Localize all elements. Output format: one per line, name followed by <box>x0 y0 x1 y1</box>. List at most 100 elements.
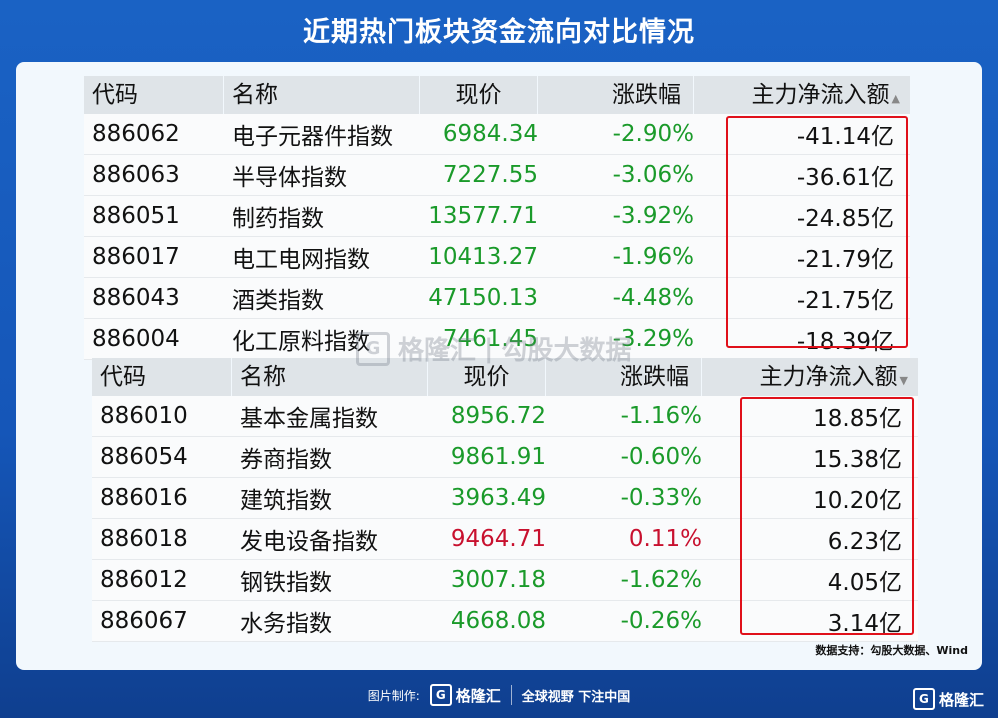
row-code: 886018 <box>100 526 188 552</box>
header-code[interactable]: 代码 <box>92 358 232 396</box>
logo-g-icon: G <box>429 684 452 706</box>
table-row[interactable]: 886054 券商指数 9861.91 -0.60% 15.38亿 <box>92 437 918 478</box>
sort-desc-icon: ▼ <box>899 374 908 387</box>
watermark-logo-icon: G <box>356 331 390 366</box>
row-price: 4668.08 <box>450 608 546 634</box>
row-code: 886004 <box>92 326 180 352</box>
row-code: 886067 <box>100 608 188 634</box>
row-name: 电子元器件指数 <box>232 124 393 150</box>
row-code: 886062 <box>92 121 180 147</box>
header-code[interactable]: 代码 <box>84 76 224 114</box>
row-name: 酒类指数 <box>232 288 324 314</box>
row-name: 发电设备指数 <box>240 529 378 555</box>
row-flow: -41.14亿 <box>796 124 894 150</box>
table-header: 代码 名称 现价 涨跌幅 主力净流入额 ▼ <box>92 358 918 396</box>
content-panel: 代码 名称 现价 涨跌幅 主力净流入额 ▲ 886062 电子元器件指数 6984.3… <box>16 62 982 670</box>
header-price[interactable]: 现价 <box>420 76 538 114</box>
row-price: 3963.49 <box>450 485 546 511</box>
row-name: 半导体指数 <box>232 165 347 191</box>
row-name: 建筑指数 <box>240 488 332 514</box>
row-flow: 4.05亿 <box>827 570 902 596</box>
row-flow: 10.20亿 <box>813 488 902 514</box>
row-code: 886016 <box>100 485 188 511</box>
row-price: 8956.72 <box>450 403 546 429</box>
header-price[interactable]: 现价 <box>428 358 546 396</box>
data-source: 数据支持：勾股大数据、Wind <box>815 644 968 657</box>
row-name: 券商指数 <box>240 447 332 473</box>
header-flow-label: 主力净流入额 <box>759 364 898 390</box>
inflow-table: 代码 名称 现价 涨跌幅 主力净流入额 ▼ 886010 基本金属指数 8956.72… <box>92 358 918 642</box>
table-row[interactable]: 886067 水务指数 4668.08 -0.26% 3.14亿 <box>92 601 918 642</box>
watermark-brand: 勾股大数据 <box>501 336 632 366</box>
row-price: 13577.71 <box>428 203 538 229</box>
highlight-box-inflow <box>740 397 914 635</box>
table-row[interactable]: 886043 酒类指数 47150.13 -4.48% -21.75亿 <box>84 278 910 319</box>
table-row[interactable]: 886004 化工原料指数 7461.45 -3.29% -18.39亿 <box>84 319 910 360</box>
table-row[interactable]: 886010 基本金属指数 8956.72 -1.16% 18.85亿 <box>92 396 918 437</box>
table-row[interactable]: 886017 电工电网指数 10413.27 -1.96% -21.79亿 <box>84 237 910 278</box>
footer-label: 图片制作: <box>367 688 420 703</box>
row-change: -1.96% <box>612 244 694 270</box>
row-change: -3.29% <box>612 326 694 352</box>
table-row[interactable]: 886062 电子元器件指数 6984.34 -2.90% -41.14亿 <box>84 114 910 155</box>
row-name: 化工原料指数 <box>232 329 370 355</box>
row-price: 3007.18 <box>450 567 546 593</box>
row-price: 7227.55 <box>442 162 538 188</box>
row-price: 10413.27 <box>428 244 538 270</box>
outflow-table: 代码 名称 现价 涨跌幅 主力净流入额 ▲ 886062 电子元器件指数 6984.3… <box>84 76 910 360</box>
row-price: 9464.71 <box>450 526 546 552</box>
row-code: 886063 <box>92 162 180 188</box>
row-change: -3.06% <box>612 162 694 188</box>
sort-asc-icon: ▲ <box>891 92 900 105</box>
row-price: 9861.91 <box>450 444 546 470</box>
row-flow: -21.79亿 <box>796 247 894 273</box>
footer-divider <box>510 685 512 705</box>
header-flow[interactable]: 主力净流入额 ▲ <box>694 76 902 114</box>
row-price: 7461.45 <box>442 326 538 352</box>
row-code: 886017 <box>92 244 180 270</box>
row-flow: -21.75亿 <box>796 288 894 314</box>
row-price: 6984.34 <box>442 121 538 147</box>
row-name: 制药指数 <box>232 206 324 232</box>
row-change: -0.33% <box>620 485 702 511</box>
row-name: 水务指数 <box>240 611 332 637</box>
row-change: -0.26% <box>620 608 702 634</box>
watermark-logo-text: 格隆汇 <box>398 336 477 366</box>
header-change[interactable]: 涨跌幅 <box>538 76 694 114</box>
row-change: 0.11% <box>628 526 702 552</box>
logo-g-icon: G <box>912 688 935 710</box>
table-row[interactable]: 886051 制药指数 13577.71 -3.92% -24.85亿 <box>84 196 910 237</box>
row-code: 886012 <box>100 567 188 593</box>
row-flow: -18.39亿 <box>796 329 894 355</box>
row-code: 886043 <box>92 285 180 311</box>
row-flow: 3.14亿 <box>827 611 902 637</box>
footer: 图片制作: G 格隆汇 全球视野 下注中国 <box>0 680 998 710</box>
header-flow-label: 主力净流入额 <box>751 82 890 108</box>
corner-logo: G 格隆汇 <box>912 688 984 710</box>
header-flow[interactable]: 主力净流入额 ▼ <box>702 358 910 396</box>
corner-logo-text: 格隆汇 <box>938 690 984 709</box>
table-row[interactable]: 886018 发电设备指数 9464.71 0.11% 6.23亿 <box>92 519 918 560</box>
row-change: -4.48% <box>612 285 694 311</box>
watermark: G 格隆汇 | 勾股大数据 <box>356 330 632 367</box>
watermark-divider: | <box>484 333 494 364</box>
footer-logo: G 格隆汇 <box>429 684 501 706</box>
highlight-box-outflow <box>726 116 908 348</box>
row-flow: 18.85亿 <box>813 406 902 432</box>
row-flow: 6.23亿 <box>827 529 902 555</box>
row-code: 886010 <box>100 403 188 429</box>
row-change: -1.62% <box>620 567 702 593</box>
footer-slogan: 全球视野 下注中国 <box>521 689 631 705</box>
row-code: 886054 <box>100 444 188 470</box>
header-name[interactable]: 名称 <box>232 358 428 396</box>
header-name[interactable]: 名称 <box>224 76 420 114</box>
row-change: -0.60% <box>620 444 702 470</box>
table-row[interactable]: 886016 建筑指数 3963.49 -0.33% 10.20亿 <box>92 478 918 519</box>
row-flow: 15.38亿 <box>813 447 902 473</box>
row-price: 47150.13 <box>428 285 538 311</box>
table-row[interactable]: 886063 半导体指数 7227.55 -3.06% -36.61亿 <box>84 155 910 196</box>
header-change[interactable]: 涨跌幅 <box>546 358 702 396</box>
table-row[interactable]: 886012 钢铁指数 3007.18 -1.62% 4.05亿 <box>92 560 918 601</box>
footer-logo-text: 格隆汇 <box>455 686 501 705</box>
row-code: 886051 <box>92 203 180 229</box>
